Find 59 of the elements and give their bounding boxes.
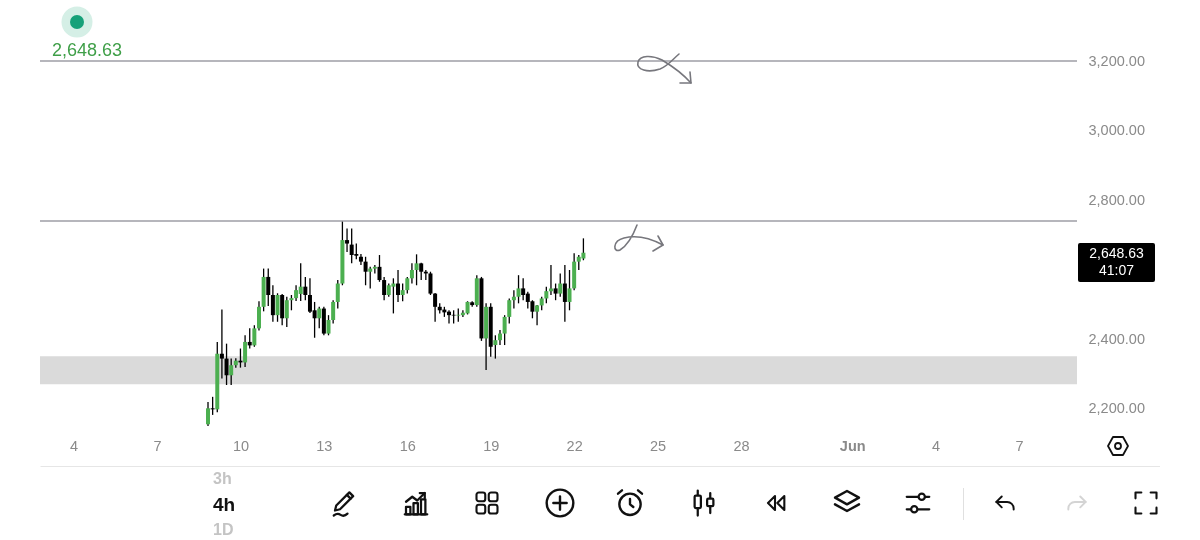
candlestick — [206, 401, 211, 427]
x-tick-label: 7 — [153, 437, 162, 454]
candlestick — [497, 329, 502, 346]
x-tick-label: 7 — [1015, 437, 1024, 454]
candlestick — [210, 396, 215, 416]
candlestick — [382, 276, 387, 301]
candlestick — [391, 277, 396, 315]
candlestick — [502, 314, 507, 346]
y-tick-label: 3,000.00 — [1088, 122, 1145, 139]
candlestick — [280, 293, 285, 326]
candlestick — [521, 277, 526, 301]
candlestick — [219, 308, 224, 380]
candlestick — [507, 297, 512, 325]
y-tick-label: 2,400.00 — [1088, 330, 1145, 347]
x-tick-label: 16 — [399, 437, 416, 454]
x-tick-label: Jun — [839, 437, 866, 454]
x-tick-label: 13 — [316, 437, 333, 454]
x-tick-label: 28 — [733, 437, 750, 454]
candlestick — [229, 357, 234, 386]
candlestick — [377, 254, 382, 283]
candlestick — [252, 324, 257, 348]
x-tick-label: 4 — [70, 437, 79, 454]
x-tick-label: 10 — [232, 437, 250, 454]
x-tick-label: 25 — [650, 437, 667, 454]
text: 4h — [213, 494, 236, 516]
candlestick — [275, 292, 280, 323]
y-tick-label: 2,800.00 — [1088, 191, 1145, 208]
candlestick — [298, 262, 303, 302]
candlestick — [433, 292, 438, 323]
candlestick — [284, 296, 289, 328]
candlestick — [335, 279, 340, 310]
candlestick — [349, 227, 354, 265]
candlestick — [317, 306, 322, 330]
candlestick — [266, 267, 271, 307]
candlestick — [428, 271, 433, 296]
candlestick — [368, 266, 373, 290]
candlestick — [409, 262, 414, 285]
candlestick — [270, 284, 275, 323]
y-tick-label: 3,200.00 — [1088, 52, 1145, 69]
candlestick — [562, 264, 567, 323]
candlestick — [345, 227, 350, 253]
x-tick-label: 19 — [483, 437, 500, 454]
candlestick — [581, 237, 586, 261]
candlestick — [414, 253, 419, 286]
y-tick-label: 2,200.00 — [1088, 400, 1145, 417]
text: 2,648.63 — [1089, 245, 1144, 263]
text: 41:07 — [1098, 262, 1135, 280]
candlestick — [516, 274, 521, 304]
candlestick — [396, 269, 401, 303]
candlestick — [256, 300, 261, 332]
annotation: 2,648.63 — [52, 40, 123, 61]
text: 1D — [213, 521, 234, 539]
x-tick-label: 4 — [932, 437, 941, 454]
x-tick-label: 22 — [566, 437, 583, 454]
candlestick — [224, 343, 229, 386]
candlestick — [363, 256, 368, 286]
candlestick — [558, 272, 563, 298]
text: 3h — [213, 470, 232, 488]
candlestick — [303, 276, 308, 301]
